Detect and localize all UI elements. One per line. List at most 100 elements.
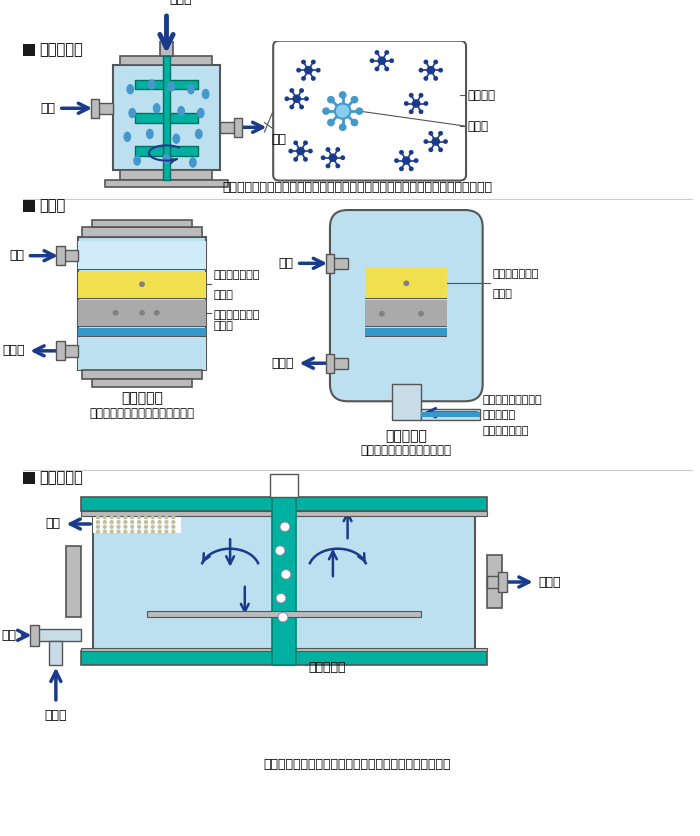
Text: 加圧して高速でろ過します。: 加圧して高速でろ過します。 xyxy=(360,444,452,457)
Circle shape xyxy=(335,164,340,168)
Text: 細かい気泡に汚濁物質を付着させて除去する装置です。: 細かい気泡に汚濁物質を付着させて除去する装置です。 xyxy=(264,758,451,771)
Text: 処理水: 処理水 xyxy=(538,575,561,589)
Circle shape xyxy=(144,515,148,519)
Ellipse shape xyxy=(153,103,160,114)
Circle shape xyxy=(356,107,363,115)
Circle shape xyxy=(308,149,313,154)
Bar xyxy=(95,103,113,114)
Bar xyxy=(61,250,78,262)
Bar xyxy=(78,300,206,327)
Circle shape xyxy=(424,139,428,144)
Bar xyxy=(391,384,421,421)
Circle shape xyxy=(154,310,160,316)
Circle shape xyxy=(172,525,176,529)
Bar xyxy=(365,328,447,337)
Bar xyxy=(365,326,447,327)
Circle shape xyxy=(419,93,423,98)
Circle shape xyxy=(276,594,286,603)
Circle shape xyxy=(339,91,346,99)
Circle shape xyxy=(384,50,389,55)
Circle shape xyxy=(409,150,414,155)
Text: 出口: 出口 xyxy=(271,133,286,146)
Circle shape xyxy=(424,76,428,81)
Circle shape xyxy=(311,76,316,81)
Bar xyxy=(22,472,35,484)
Circle shape xyxy=(327,119,335,126)
Circle shape xyxy=(130,520,134,524)
Bar xyxy=(61,345,78,356)
Circle shape xyxy=(418,311,424,317)
Circle shape xyxy=(137,529,141,533)
Bar xyxy=(421,409,480,421)
Text: ろ過器: ろ過器 xyxy=(39,198,66,213)
Bar xyxy=(57,246,65,265)
Ellipse shape xyxy=(128,108,136,118)
Circle shape xyxy=(303,140,308,145)
Circle shape xyxy=(113,310,118,316)
Bar xyxy=(78,326,206,327)
Circle shape xyxy=(322,107,330,115)
Circle shape xyxy=(340,155,345,161)
Bar xyxy=(120,170,213,180)
Bar xyxy=(93,512,475,650)
Bar xyxy=(78,237,206,370)
Circle shape xyxy=(150,520,155,524)
Bar xyxy=(234,118,242,137)
Circle shape xyxy=(370,59,374,63)
Bar xyxy=(83,370,202,380)
Circle shape xyxy=(130,525,134,529)
Bar xyxy=(272,497,295,665)
Text: 加圧水: 加圧水 xyxy=(45,710,67,722)
Bar xyxy=(147,610,421,617)
Bar xyxy=(30,624,38,645)
Circle shape xyxy=(293,140,298,145)
Bar xyxy=(92,220,192,227)
Bar xyxy=(34,629,81,641)
Bar xyxy=(421,411,480,417)
Bar xyxy=(78,269,206,270)
Circle shape xyxy=(426,66,435,74)
Circle shape xyxy=(293,157,298,161)
Circle shape xyxy=(158,515,162,519)
Ellipse shape xyxy=(172,134,180,144)
Circle shape xyxy=(109,515,114,519)
Bar xyxy=(81,648,486,651)
Circle shape xyxy=(296,68,301,73)
Bar xyxy=(49,641,62,665)
Circle shape xyxy=(109,525,114,529)
Text: 圧力ろ過器: 圧力ろ過器 xyxy=(386,430,427,443)
Circle shape xyxy=(299,104,304,110)
Circle shape xyxy=(301,59,306,64)
Circle shape xyxy=(351,96,358,104)
Bar xyxy=(120,56,213,65)
Circle shape xyxy=(428,147,433,152)
Bar xyxy=(92,380,192,387)
Circle shape xyxy=(172,529,176,533)
Circle shape xyxy=(303,157,308,161)
Text: 凝集剤: 凝集剤 xyxy=(467,120,488,133)
Circle shape xyxy=(424,59,428,64)
Bar xyxy=(326,354,335,373)
Bar xyxy=(78,337,206,370)
Text: ろ過砂: ろ過砂 xyxy=(493,289,512,299)
Circle shape xyxy=(419,110,423,115)
Bar xyxy=(93,514,181,533)
Bar xyxy=(486,555,503,608)
Ellipse shape xyxy=(126,84,134,94)
Circle shape xyxy=(389,59,394,63)
Circle shape xyxy=(399,150,404,155)
Bar xyxy=(330,358,348,369)
Bar xyxy=(220,121,238,133)
Circle shape xyxy=(293,94,301,103)
Circle shape xyxy=(139,282,145,287)
Text: 気泡が発生: 気泡が発生 xyxy=(309,661,346,674)
Circle shape xyxy=(289,88,294,93)
Circle shape xyxy=(339,124,346,131)
Circle shape xyxy=(327,96,335,104)
Circle shape xyxy=(137,515,141,519)
Circle shape xyxy=(109,520,114,524)
Circle shape xyxy=(123,520,127,524)
Ellipse shape xyxy=(195,129,203,139)
Circle shape xyxy=(164,515,169,519)
Circle shape xyxy=(137,525,141,529)
